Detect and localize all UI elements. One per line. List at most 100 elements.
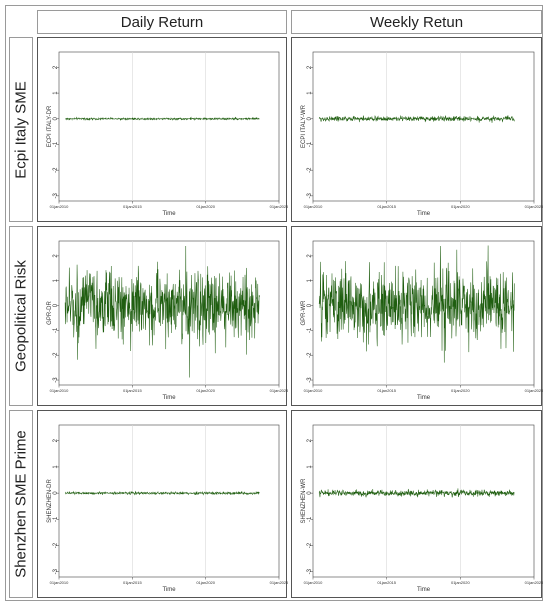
y-tick-label: 0 — [307, 116, 313, 120]
series-line — [65, 490, 260, 496]
y-tick-label: 0 — [307, 491, 313, 495]
y-tick-label: -3 — [307, 377, 313, 383]
y-tick-label: 1 — [53, 278, 59, 282]
y-tick-label: -1 — [307, 327, 313, 333]
y-tick-label: 2 — [307, 438, 313, 442]
plot-area — [58, 51, 280, 202]
y-tick-label: -3 — [307, 193, 313, 199]
chart-panel-gpr-daily: 01jan2010 01jan2015 01jan2020 01jan2025 -3 -2… — [37, 226, 288, 406]
y-tick-label: -3 — [53, 193, 59, 199]
column-header-weekly-return: Weekly Retun — [291, 10, 542, 34]
x-tick-label: 01jan2020 — [196, 204, 215, 209]
x-tick-label: 01jan2010 — [50, 580, 69, 585]
chart-gpr-weekly: 01jan2010 01jan2015 01jan2020 01jan2025 -3 -2… — [301, 240, 543, 401]
chart-panel-shenzhen-daily: 01jan2010 01jan2015 01jan2020 01jan2025 -3 -2… — [37, 410, 288, 598]
x-axis-title: Time — [417, 211, 431, 217]
y-tick-label: -2 — [53, 167, 59, 173]
y-tick-label: 2 — [53, 438, 59, 442]
chart-panel-shenzhen-weekly: 01jan2010 01jan2015 01jan2020 01jan2025 -3 -2… — [291, 410, 543, 598]
row-header-shenzhen-sme-prime: Shenzhen SME Prime — [9, 410, 33, 598]
series-line — [64, 245, 260, 378]
x-tick-label: 01jan2015 — [377, 580, 396, 585]
x-tick-label: 01jan2015 — [123, 580, 142, 585]
y-axis-title: SHENZHEN-WR — [301, 478, 307, 524]
y-tick-label: 0 — [307, 303, 313, 307]
y-tick-label: -2 — [307, 352, 313, 358]
chart-panel-ecpi-weekly: 01jan2010 01jan2015 01jan2020 01jan2025 -3 -2… — [291, 37, 543, 222]
y-axis-title: GPR-WR — [301, 300, 307, 326]
series-line — [318, 245, 515, 363]
plot-area — [312, 51, 535, 202]
y-tick-label: 2 — [53, 65, 59, 69]
column-header-daily-return: Daily Return — [37, 10, 287, 34]
y-tick-label: 0 — [53, 116, 59, 120]
x-tick-label: 01jan2025 — [525, 388, 543, 393]
chart-ecpi-weekly: 01jan2010 01jan2015 01jan2020 01jan2025 -3 -2… — [301, 51, 543, 217]
x-tick-label: 01jan2015 — [123, 204, 142, 209]
x-tick-label: 01jan2025 — [270, 580, 288, 585]
x-tick-label: 01jan2025 — [525, 580, 543, 585]
y-tick-label: 0 — [53, 491, 59, 495]
x-axis-title: Time — [417, 395, 431, 401]
plot-area — [58, 424, 280, 578]
series-line — [64, 116, 260, 121]
row-header-geopolitical-risk: Geopolitical Risk — [9, 226, 33, 406]
y-tick-label: 2 — [307, 254, 313, 258]
y-tick-label: 2 — [307, 65, 313, 69]
x-tick-label: 01jan2025 — [525, 204, 543, 209]
x-tick-label: 01jan2020 — [196, 388, 215, 393]
y-tick-label: -2 — [53, 352, 59, 358]
series-line — [318, 115, 515, 123]
x-tick-label: 01jan2010 — [304, 580, 323, 585]
x-tick-label: 01jan2025 — [270, 204, 288, 209]
y-tick-label: -2 — [307, 167, 313, 173]
row-header-label: Ecpi Italy SME — [12, 80, 30, 179]
x-tick-label: 01jan2025 — [270, 388, 288, 393]
x-tick-label: 01jan2015 — [123, 388, 142, 393]
x-tick-label: 01jan2015 — [377, 388, 396, 393]
y-axis-title: GPR-DR — [47, 301, 53, 325]
y-tick-label: -2 — [307, 542, 313, 548]
column-header-label: Daily Return — [120, 13, 204, 31]
y-tick-label: 0 — [53, 303, 59, 307]
x-tick-label: 01jan2020 — [451, 388, 470, 393]
x-axis-title: Time — [417, 587, 431, 593]
x-tick-label: 01jan2010 — [50, 388, 69, 393]
row-header-ecpi-italy-sme: Ecpi Italy SME — [9, 37, 33, 222]
y-tick-label: -1 — [307, 141, 313, 147]
y-tick-label: -1 — [53, 327, 59, 333]
y-axis-title: ECPI ITALY-WR — [301, 104, 307, 148]
y-tick-label: -3 — [53, 568, 59, 574]
y-tick-label: -3 — [307, 568, 313, 574]
series-line — [318, 488, 515, 498]
y-tick-label: 1 — [307, 91, 313, 95]
x-axis-title: Time — [162, 587, 176, 593]
x-tick-label: 01jan2020 — [451, 204, 470, 209]
figure-frame — [5, 5, 543, 601]
y-axis-title: ECPI ITALY-DR — [47, 105, 53, 147]
y-tick-label: -1 — [53, 141, 59, 147]
x-tick-label: 01jan2010 — [304, 204, 323, 209]
plot-area — [312, 424, 535, 578]
chart-ecpi-daily: 01jan2010 01jan2015 01jan2020 01jan2025 -3 -2… — [47, 51, 288, 217]
y-tick-label: -1 — [307, 516, 313, 522]
y-tick-label: -1 — [53, 516, 59, 522]
x-tick-label: 01jan2020 — [451, 580, 470, 585]
y-tick-label: 1 — [307, 278, 313, 282]
chart-shenzhen-daily: 01jan2010 01jan2015 01jan2020 01jan2025 -3 -2… — [47, 424, 288, 593]
x-tick-label: 01jan2010 — [304, 388, 323, 393]
column-header-label: Weekly Retun — [369, 13, 464, 31]
x-tick-label: 01jan2020 — [196, 580, 215, 585]
y-axis-title: SHENZHEN-DR — [47, 479, 53, 523]
chart-panel-ecpi-daily: 01jan2010 01jan2015 01jan2020 01jan2025 -3 -2… — [37, 37, 288, 222]
y-tick-label: 2 — [53, 254, 59, 258]
row-header-label: Geopolitical Risk — [12, 260, 30, 372]
y-tick-label: -2 — [53, 542, 59, 548]
chart-gpr-daily: 01jan2010 01jan2015 01jan2020 01jan2025 -3 -2… — [47, 240, 288, 401]
y-tick-label: 1 — [53, 91, 59, 95]
y-tick-label: 1 — [53, 465, 59, 469]
chart-panel-gpr-weekly: 01jan2010 01jan2015 01jan2020 01jan2025 -3 -2… — [291, 226, 543, 406]
x-axis-title: Time — [162, 211, 176, 217]
y-tick-label: -3 — [53, 377, 59, 383]
chart-shenzhen-weekly: 01jan2010 01jan2015 01jan2020 01jan2025 -3 -2… — [301, 424, 543, 593]
